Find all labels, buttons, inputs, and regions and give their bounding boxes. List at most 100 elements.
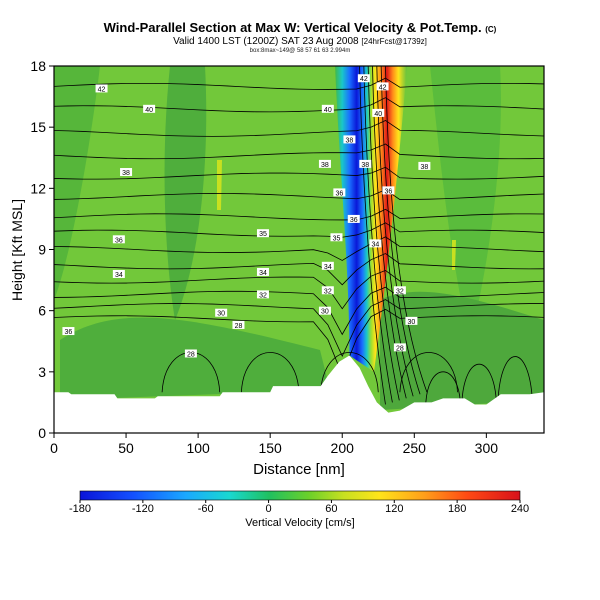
cb-tick-label-0: -180 <box>69 503 91 515</box>
y-axis-label: Height [Kft MSL] <box>9 199 25 301</box>
isentrope-label-bg-13 <box>382 186 395 195</box>
y-tick-label-6: 18 <box>30 58 46 74</box>
isentrope-label-bg-19 <box>369 239 382 248</box>
isentrope-label-29: 36 <box>65 329 73 336</box>
cb-tick-label-7: 240 <box>511 503 529 515</box>
isentrope-label-bg-20 <box>321 261 334 270</box>
isentrope-label-bg-22 <box>321 286 334 295</box>
x-tick-label-5: 250 <box>403 440 427 456</box>
isentrope-4 <box>54 166 544 180</box>
isentrope-label-16: 35 <box>333 235 341 242</box>
cb-tick-label-1: -120 <box>132 503 154 515</box>
isentrope-label-13: 36 <box>384 188 392 195</box>
isentrope-label-bg-21 <box>256 290 269 299</box>
isentrope-label-bg-3 <box>143 104 156 113</box>
isentrope-label-14: 36 <box>115 237 123 244</box>
chart-subtitle-extra: box:8max~149@ 58 57 61 63 2.994m <box>249 48 351 54</box>
isentrope-label-3: 40 <box>145 107 153 114</box>
isentrope-label-28: 28 <box>396 345 404 352</box>
isentrope-label-bg-24 <box>215 308 228 317</box>
isentrope-1 <box>54 97 544 113</box>
isentrope-label-bg-4 <box>321 104 334 113</box>
isentrope-label-bg-29 <box>62 327 75 336</box>
isentrope-label-9: 38 <box>122 170 130 177</box>
isentrope-6 <box>54 208 544 221</box>
isentrope-label-bg-1 <box>357 74 370 83</box>
y-tick-label-5: 15 <box>30 119 46 135</box>
low-contour-right-1 <box>461 363 497 403</box>
x-tick-label-2: 100 <box>186 440 210 456</box>
isentrope-label-bg-9 <box>120 168 133 177</box>
isentrope-label-17: 34 <box>115 272 123 279</box>
isentrope-label-bg-23 <box>393 286 406 295</box>
chart-title-text: Wind-Parallel Section at Max W: Vertical… <box>103 20 482 35</box>
isentrope-label-2: 42 <box>379 84 387 91</box>
chart-subtitle: Valid 1400 LST (1200Z) SAT 23 Aug 2008 [… <box>0 36 600 47</box>
colorbar-label: Vertical Velocity [cm/s] <box>245 517 355 529</box>
isentrope-label-bg-27 <box>232 320 245 329</box>
cb-tick-label-3: 0 <box>266 503 272 515</box>
isentrope-11 <box>54 286 544 336</box>
y-tick-label-1: 3 <box>38 364 46 380</box>
isentrope-label-bg-7 <box>318 159 331 168</box>
field-darker-regions <box>54 66 544 410</box>
isentrope-label-bg-25 <box>318 306 331 315</box>
colorbar <box>79 490 521 501</box>
x-tick-label-1: 50 <box>118 440 134 456</box>
cb-tick-label-6: 180 <box>448 503 466 515</box>
y-tick-label-0: 0 <box>38 425 46 441</box>
isentrope-label-10: 38 <box>420 164 428 171</box>
low-contour-2 <box>320 352 379 393</box>
y-tick-label-2: 6 <box>38 303 46 319</box>
x-tick-label-4: 200 <box>331 440 355 456</box>
isentrope-label-22: 32 <box>324 288 332 295</box>
isentrope-label-bg-2 <box>376 82 389 91</box>
isentrope-label-bg-18 <box>256 267 269 276</box>
isentrope-label-19: 34 <box>371 241 379 248</box>
isentrope-label-18: 34 <box>259 270 267 277</box>
isentrope-5 <box>54 189 544 200</box>
low-contour-1 <box>240 352 300 393</box>
isentrope-label-7: 38 <box>321 162 329 169</box>
isentrope-0 <box>54 77 544 90</box>
isentrope-7 <box>54 222 544 238</box>
dark-green-band-mid <box>164 66 207 320</box>
isentrope-label-5: 40 <box>374 111 382 118</box>
dark-green-band-lower <box>60 317 330 400</box>
isentrope-label-bg-11 <box>333 188 346 197</box>
isentrope-8 <box>54 236 544 261</box>
isentrope-label-bg-14 <box>112 235 125 244</box>
isentrope-10 <box>54 269 544 310</box>
isentrope-label-bg-17 <box>112 269 125 278</box>
title-copyright-mark: (C) <box>485 25 497 34</box>
colorbar-ticks: -180 -120 -60 0 60 120 180 240 <box>69 500 529 515</box>
x-tick-label-3: 150 <box>258 440 282 456</box>
isentrope-label-24: 30 <box>217 311 225 318</box>
isentrope-label-15: 35 <box>259 231 267 238</box>
dark-green-band-left <box>54 66 100 300</box>
isentrope-2 <box>54 119 544 137</box>
isentrope-label-26: 30 <box>408 319 416 326</box>
subtitle-fcst: [24hrFcst@1739z] <box>361 37 427 46</box>
plume-contour-0 <box>359 66 386 405</box>
isentrope-label-27: 28 <box>235 323 243 330</box>
isentrope-label-bg-28 <box>393 343 406 352</box>
isentrope-label-20: 34 <box>324 264 332 271</box>
x-axis-label: Distance [nm] <box>253 461 345 478</box>
isentrope-label-30: 28 <box>187 351 195 358</box>
isentrope-label-bg-26 <box>405 316 418 325</box>
isentrope-label-bg-30 <box>184 349 197 358</box>
isentrope-label-bg-5 <box>372 108 385 117</box>
cb-tick-label-2: -60 <box>198 503 214 515</box>
isentrope-3 <box>54 143 544 160</box>
low-contour-right-0 <box>425 371 461 403</box>
plume-contour-6 <box>385 66 428 393</box>
y-tick-label-3: 9 <box>38 242 46 258</box>
cb-tick-label-5: 120 <box>385 503 403 515</box>
isentrope-label-bg-12 <box>347 214 360 223</box>
y-axis: 0 3 6 9 12 15 18 <box>30 58 54 441</box>
isentrope-label-0: 42 <box>98 86 106 93</box>
low-contour-3 <box>399 352 458 393</box>
isentrope-label-bg-0 <box>95 84 108 93</box>
